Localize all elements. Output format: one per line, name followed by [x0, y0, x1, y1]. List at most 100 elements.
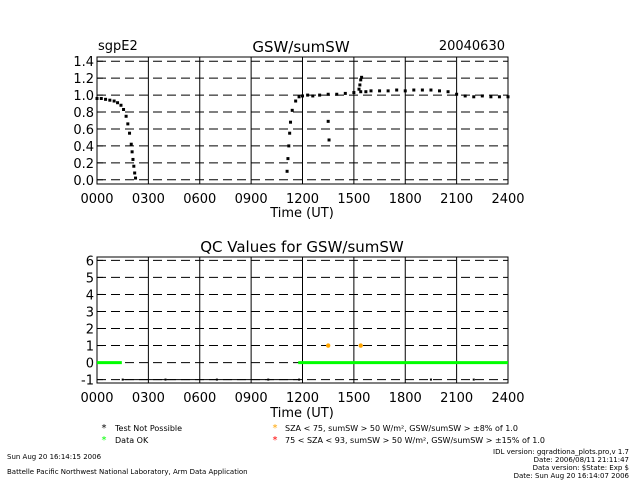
- qc-test-not-possible-point: [267, 378, 270, 381]
- site-label: sgpE2: [98, 39, 138, 54]
- top-chart-point: [288, 131, 292, 135]
- top-chart-point: [395, 88, 399, 92]
- top-chart-point: [294, 99, 298, 103]
- qc-chart-y-tick-label: 3: [86, 305, 94, 320]
- qc-test-not-possible-point: [121, 378, 124, 381]
- qc-chart-x-tick-label: 0900: [235, 391, 268, 406]
- top-chart-x-tick-label: 2400: [491, 192, 524, 207]
- top-chart-point: [360, 75, 364, 79]
- top-chart-x-tick-label: 1500: [337, 192, 370, 207]
- legend: * Test Not Possible * Data OK * SZA < 75…: [102, 423, 545, 446]
- top-chart-y-tick-label: 0.6: [73, 123, 94, 138]
- data-version: Data version: $State: Exp $: [533, 464, 629, 472]
- legend-item-test-not-possible: * Test Not Possible: [102, 423, 183, 434]
- top-chart-point: [403, 89, 407, 93]
- top-chart-point: [306, 93, 310, 97]
- top-chart-y-tick-label: 0.4: [73, 140, 94, 155]
- top-chart-x-tick-label: 0000: [80, 192, 113, 207]
- top-chart-x-tick-label: 1200: [286, 192, 319, 207]
- top-chart-point: [343, 91, 347, 95]
- qc-chart-series: [97, 343, 508, 381]
- top-chart-point: [122, 107, 126, 111]
- top-chart-point: [352, 91, 356, 95]
- qc-chart-x-tick-label: 0000: [80, 391, 113, 406]
- top-chart-point: [128, 131, 132, 135]
- qc-chart-x-tick-label: 1500: [337, 391, 370, 406]
- top-chart-x-label: Time (UT): [269, 206, 334, 221]
- top-chart-y-tick-label: 1.2: [73, 72, 94, 87]
- top-chart-point: [489, 95, 493, 99]
- top-chart-y-tick-label: 0.8: [73, 106, 94, 121]
- run-date: Sun Aug 20 16:14:15 2006: [7, 453, 102, 461]
- legend-marker-black: *: [102, 423, 107, 434]
- legend-marker-green: *: [102, 435, 107, 446]
- top-chart-point: [133, 171, 137, 175]
- top-chart-point: [359, 78, 363, 82]
- qc-chart-frame: [96, 256, 509, 384]
- top-chart-point: [289, 120, 293, 124]
- legend-label: 75 < SZA < 93, sumSW > 50 W/m², GSW/sumS…: [285, 436, 545, 445]
- top-chart-point: [95, 96, 99, 100]
- qc-test-not-possible-point: [298, 378, 301, 381]
- qc-chart-y-tick-label: 5: [86, 271, 94, 286]
- qc-chart-title: QC Values for GSW/sumSW: [200, 238, 404, 256]
- top-chart-point: [116, 101, 120, 105]
- top-chart-point: [311, 94, 315, 98]
- top-chart-point: [119, 103, 123, 107]
- top-chart-point: [124, 114, 128, 118]
- top-chart-point: [358, 83, 362, 87]
- top-chart-y-tick-label: 0.0: [73, 174, 94, 189]
- top-chart-point: [104, 97, 108, 101]
- qc-chart-x-label: Time (UT): [269, 406, 334, 421]
- top-chart-point: [335, 92, 339, 96]
- top-chart-point: [359, 90, 363, 94]
- top-chart-point: [438, 89, 441, 93]
- top-chart-point: [126, 122, 130, 126]
- top-chart-point: [112, 99, 116, 103]
- top-chart-point: [463, 94, 467, 98]
- organization: Battelle Pacific Northwest National Labo…: [7, 468, 248, 476]
- qc-flag-point: [358, 343, 363, 348]
- top-chart-y-tick-label: 1.4: [73, 55, 94, 70]
- qc-chart-x-tick-label: 1800: [389, 391, 422, 406]
- top-chart-y-ticks: 0.0 0.2 0.4 0.6 0.8 1.0 1.2 1.4: [73, 55, 103, 189]
- qc-chart-y-tick-label: 1: [86, 340, 94, 355]
- top-chart-point: [480, 94, 484, 98]
- legend-item-data-ok: * Data OK: [102, 435, 149, 446]
- top-chart-point: [318, 93, 322, 97]
- legend-label: Test Not Possible: [114, 424, 182, 433]
- legend-item-sza-lt-75: * SZA < 75, sumSW > 50 W/m², GSW/sumSW >…: [273, 423, 518, 434]
- qc-chart-y-tick-label: 2: [86, 323, 94, 338]
- top-chart-x-ticks: 0000 0300 0600 0900 1200 1500 1800 2100 2400: [80, 192, 524, 207]
- top-chart-point: [472, 95, 476, 99]
- top-chart-point: [129, 142, 133, 146]
- qc-chart-y-tick-label: 6: [86, 254, 94, 269]
- qc-chart: 0000 0300 0600 0900 1200 1500 1800 2100 2400 -1 0…: [80, 254, 524, 406]
- qc-chart-x-tick-label: 0300: [132, 391, 165, 406]
- top-chart-point: [412, 88, 416, 92]
- top-chart-point: [357, 87, 361, 91]
- top-chart-point: [130, 150, 134, 154]
- qc-test-not-possible-point: [164, 378, 167, 381]
- top-chart-point: [326, 92, 330, 96]
- qc-chart-x-tick-label: 1200: [286, 391, 319, 406]
- top-chart-point: [506, 95, 510, 99]
- qc-chart-x-tick-label: 2100: [440, 391, 473, 406]
- legend-label: Data OK: [115, 436, 149, 445]
- top-chart-points: [95, 75, 510, 180]
- date-label: 20040630: [439, 39, 505, 54]
- top-chart-point: [108, 98, 112, 102]
- top-chart-point: [297, 95, 301, 99]
- top-chart-point: [290, 108, 294, 112]
- top-chart-grid: [97, 57, 508, 184]
- top-chart-point: [134, 176, 138, 180]
- top-chart-point: [446, 90, 450, 94]
- top-chart-point: [386, 89, 390, 93]
- top-chart-point: [364, 90, 368, 94]
- top-chart-point: [99, 96, 103, 100]
- top-chart-point: [301, 94, 304, 98]
- legend-marker-red: *: [273, 435, 278, 446]
- qc-chart-y-ticks: -1 0 1 2 3 4 5 6: [81, 254, 103, 389]
- qc-chart-x-tick-label: 2400: [491, 391, 524, 406]
